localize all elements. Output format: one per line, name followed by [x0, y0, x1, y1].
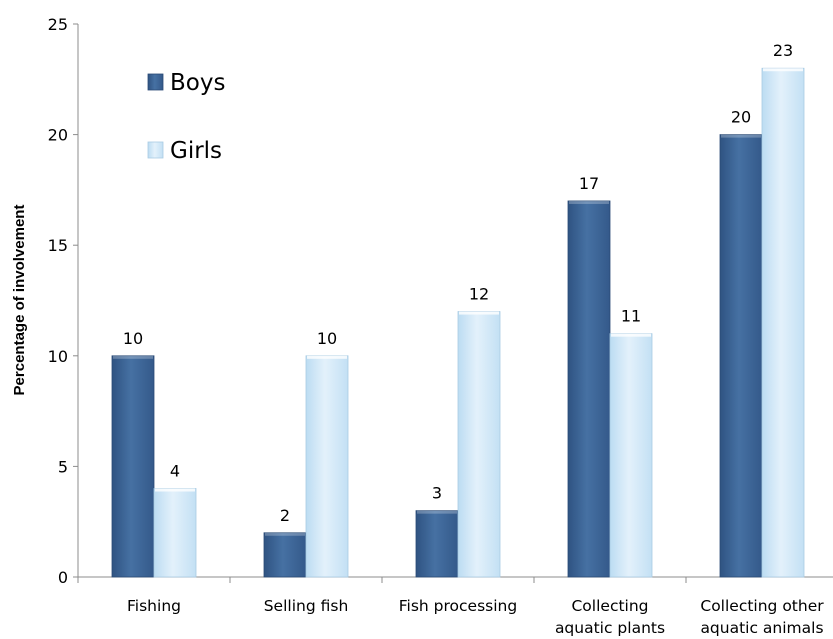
bar-boys-3 — [567, 200, 611, 578]
y-axis-title: Percentage of involvement — [11, 205, 28, 396]
bar-boys-2 — [415, 510, 459, 578]
y-ticks: 0 5 10 15 20 25 — [48, 15, 78, 587]
data-label: 3 — [432, 484, 442, 503]
legend-swatch-boys — [147, 73, 164, 91]
category-label: Collecting other aquatic animals — [700, 597, 824, 637]
data-label: 10 — [317, 329, 337, 348]
legend: Boys Girls — [147, 70, 225, 164]
legend-label-boys: Boys — [170, 70, 225, 96]
category-label: Fish processing — [399, 597, 517, 615]
y-tick-label: 0 — [58, 568, 68, 587]
data-label: 20 — [731, 108, 751, 127]
bar-highlight — [307, 355, 347, 359]
bar-highlight — [459, 311, 499, 315]
bar-girls-0 — [153, 488, 197, 578]
legend-label-girls: Girls — [170, 138, 222, 164]
data-label: 11 — [621, 307, 641, 326]
y-tick-label: 15 — [48, 236, 68, 255]
bar-girls-2 — [457, 311, 501, 578]
category-labels: Fishing Selling fish Fish processing Collec… — [127, 597, 824, 637]
y-tick-label: 25 — [48, 15, 68, 34]
legend-swatch-girls — [147, 141, 164, 159]
bar-girls-3 — [609, 333, 653, 578]
y-tick-label: 20 — [48, 126, 68, 145]
category-label: Collecting aquatic plants — [555, 597, 665, 637]
x-ticks — [77, 577, 687, 583]
bar-highlight — [721, 134, 761, 138]
bar-boys-4 — [719, 134, 763, 578]
data-label: 2 — [280, 506, 290, 525]
bar-highlight — [155, 488, 195, 492]
bar-highlight — [569, 200, 609, 204]
bar-highlight — [611, 333, 651, 337]
bar-boys-0 — [111, 355, 155, 578]
bars — [111, 67, 805, 578]
bar-boys-1 — [263, 532, 307, 578]
bar-girls-1 — [305, 355, 349, 578]
y-tick-label: 5 — [58, 457, 68, 476]
category-label: Selling fish — [264, 597, 349, 615]
data-label: 17 — [579, 174, 599, 193]
data-label: 10 — [123, 329, 143, 348]
y-tick-label: 10 — [48, 347, 68, 366]
category-label: Fishing — [127, 597, 181, 615]
bar-highlight — [763, 68, 803, 72]
data-label: 4 — [170, 462, 180, 481]
bar-highlight — [417, 510, 457, 514]
bar-highlight — [113, 355, 153, 359]
data-label: 12 — [469, 285, 489, 304]
bar-highlight — [265, 532, 305, 536]
data-labels: 10 4 2 10 3 12 17 11 20 23 — [123, 41, 793, 525]
data-label: 23 — [773, 41, 793, 60]
bar-girls-4 — [761, 67, 805, 578]
